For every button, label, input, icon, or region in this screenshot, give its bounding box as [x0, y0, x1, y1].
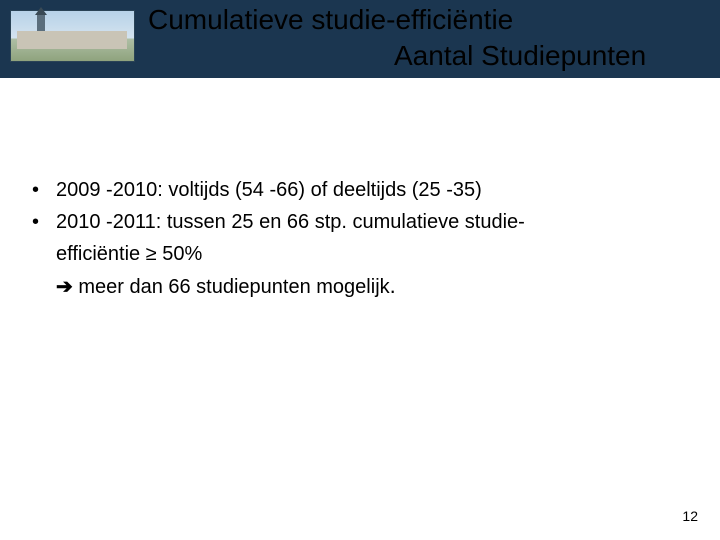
page-number: 12	[682, 508, 698, 524]
final-period: .	[390, 273, 396, 298]
bullet-marker: •	[30, 208, 56, 236]
arrow-icon: ➔	[56, 276, 73, 298]
arrow-text: meer dan 66 studiepunten mogelijk	[73, 276, 390, 298]
slide-title-line2: Aantal Studiepunten	[394, 40, 646, 72]
slide-body: • 2009 -2010: voltijds (54 -66) of deelt…	[30, 176, 690, 301]
bullet-item: • 2010 -2011: tussen 25 en 66 stp. cumul…	[30, 208, 690, 236]
bullet-text: 2010 -2011: tussen 25 en 66 stp. cumulat…	[56, 208, 525, 236]
bullet-item: • 2009 -2010: voltijds (54 -66) of deelt…	[30, 176, 690, 204]
slide-title-line1: Cumulatieve studie-efficiëntie	[148, 4, 513, 36]
bullet-marker: •	[30, 176, 56, 204]
university-logo	[10, 10, 135, 62]
bullet-text: 2009 -2010: voltijds (54 -66) of deeltij…	[56, 176, 482, 204]
bullet-continuation: efficiëntie ≥ 50%	[56, 240, 690, 268]
building-icon	[17, 31, 127, 49]
arrow-line: ➔ meer dan 66 studiepunten mogelijk.	[56, 272, 690, 301]
slide-header: Cumulatieve studie-efficiëntie Aantal St…	[0, 0, 720, 78]
